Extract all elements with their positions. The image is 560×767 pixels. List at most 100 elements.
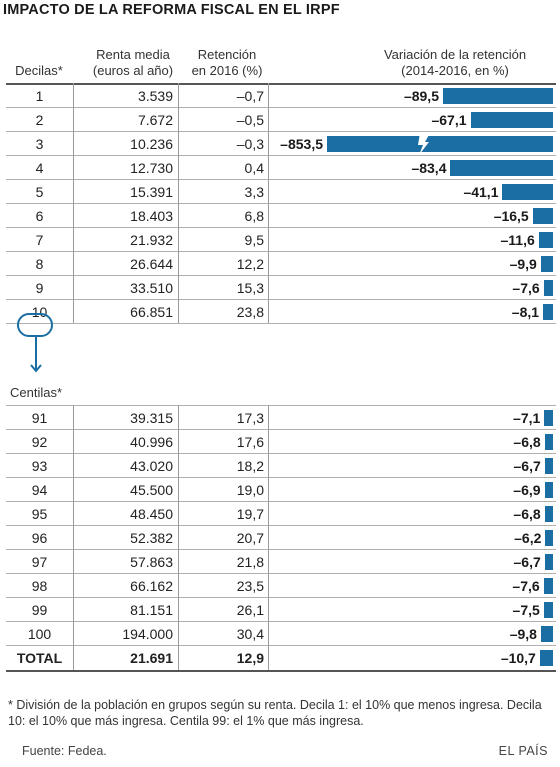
- variation-value-label: –7,5: [512, 602, 540, 618]
- header-renta-line1: Renta media: [96, 47, 170, 62]
- retencion-cell: 21,8: [236, 554, 264, 570]
- renta-cell: 48.450: [130, 506, 173, 522]
- retencion-cell: –0,7: [236, 88, 264, 104]
- variation-bar: [450, 160, 553, 176]
- retencion-cell: 18,2: [236, 458, 264, 474]
- variation-value-label: –6,8: [513, 506, 541, 522]
- row-label: 4: [35, 160, 44, 176]
- variation-value-label: –6,9: [513, 482, 541, 498]
- row-divider: [6, 155, 556, 156]
- column-divider: [73, 405, 74, 670]
- table-row: 95 48.450 19,7: [6, 502, 556, 526]
- row-divider: [6, 549, 556, 550]
- table-row: 2 7.672 –0,5: [6, 108, 556, 132]
- retencion-cell: 30,4: [236, 626, 264, 642]
- retencion-cell: 17,6: [236, 434, 264, 450]
- header-retencion: Retención en 2016 (%): [182, 47, 272, 79]
- retencion-cell: 12,2: [236, 256, 264, 272]
- retencion-cell: –0,3: [236, 136, 264, 152]
- variation-bar: [543, 578, 553, 594]
- row-divider: [6, 179, 556, 180]
- row-divider: [6, 275, 556, 276]
- row-label: TOTAL: [16, 650, 63, 666]
- retencion-cell: 9,5: [244, 232, 264, 248]
- renta-cell: 10.236: [130, 136, 173, 152]
- row-divider: [6, 453, 556, 454]
- renta-cell: 66.162: [130, 578, 173, 594]
- row-label: 8: [35, 256, 44, 272]
- decile-10-highlight-circle: [17, 313, 53, 337]
- row-label: 2: [35, 112, 44, 128]
- variation-bar: [543, 602, 553, 618]
- row-divider: [6, 597, 556, 598]
- variation-value-label: –7,1: [513, 410, 541, 426]
- header-variacion-line2: (2014-2016, en %): [401, 63, 509, 78]
- table-row: 9 33.510 15,3: [6, 276, 556, 300]
- table-row: 98 66.162 23,5: [6, 574, 556, 598]
- table-row: 4 12.730 0,4: [6, 156, 556, 180]
- variation-bar: [543, 304, 553, 320]
- source-label: Fuente: Fedea.: [22, 744, 107, 758]
- table-row: 99 81.151 26,1: [6, 598, 556, 622]
- lightning-break-icon: [418, 133, 430, 155]
- row-label: 99: [31, 602, 48, 618]
- row-divider: [6, 670, 556, 672]
- row-label: 91: [31, 410, 48, 426]
- header-retencion-line2: en 2016 (%): [191, 63, 263, 78]
- variation-bar: [543, 280, 553, 296]
- retencion-cell: 6,8: [244, 208, 264, 224]
- row-divider: [6, 251, 556, 252]
- row-label: 93: [31, 458, 48, 474]
- total-row: TOTAL 21.691 12,9: [6, 646, 556, 670]
- variation-value-label: –7,6: [512, 578, 540, 594]
- column-divider: [73, 83, 74, 323]
- retencion-cell: 17,3: [236, 410, 264, 426]
- variation-value-label: –16,5: [493, 208, 529, 224]
- variation-value-label: –9,8: [509, 626, 537, 642]
- row-divider: [6, 405, 556, 406]
- variation-bar: [544, 554, 553, 570]
- column-divider: [268, 83, 269, 323]
- row-label: 97: [31, 554, 48, 570]
- row-divider: [6, 621, 556, 622]
- variation-value-label: –67,1: [431, 112, 467, 128]
- variation-value-label: –9,9: [509, 256, 537, 272]
- header-variacion: Variación de la retención (2014-2016, en…: [360, 47, 550, 79]
- row-divider: [6, 323, 556, 324]
- renta-cell: 33.510: [130, 280, 173, 296]
- renta-cell: 57.863: [130, 554, 173, 570]
- variation-bar: [539, 650, 553, 666]
- variation-bar: [540, 256, 553, 272]
- variation-value-label: –7,6: [512, 280, 540, 296]
- column-divider: [178, 405, 179, 670]
- retencion-cell: 3,3: [244, 184, 264, 200]
- row-divider: [6, 501, 556, 502]
- variation-bar: [545, 530, 553, 546]
- renta-cell: 52.382: [130, 530, 173, 546]
- retencion-cell: 19,0: [236, 482, 264, 498]
- variation-value-label: –6,7: [513, 458, 541, 474]
- renta-cell: 3.539: [137, 88, 173, 104]
- row-label: 7: [35, 232, 44, 248]
- row-label: 92: [31, 434, 48, 450]
- renta-cell: 45.500: [130, 482, 173, 498]
- table-row: 10 66.851 23,8: [6, 300, 556, 324]
- retencion-cell: 23,8: [236, 304, 264, 320]
- variation-bar: [544, 458, 553, 474]
- header-decilas: Decilas*: [15, 63, 63, 78]
- renta-cell: 18.403: [130, 208, 173, 224]
- header-variacion-line1: Variación de la retención: [383, 47, 527, 62]
- renta-cell: 81.151: [130, 602, 173, 618]
- renta-cell: 43.020: [130, 458, 173, 474]
- variation-bar: [327, 136, 553, 152]
- variation-value-label: –11,6: [500, 232, 535, 248]
- variation-bar: [544, 506, 553, 522]
- row-divider: [6, 429, 556, 430]
- column-divider: [268, 405, 269, 670]
- footnote: * División de la población en grupos seg…: [8, 698, 542, 728]
- row-label: 3: [35, 136, 44, 152]
- row-label: 100: [27, 626, 52, 642]
- variation-bar: [544, 410, 553, 426]
- variation-bar: [502, 184, 553, 200]
- table-row: 1 3.539 –0,7: [6, 84, 556, 108]
